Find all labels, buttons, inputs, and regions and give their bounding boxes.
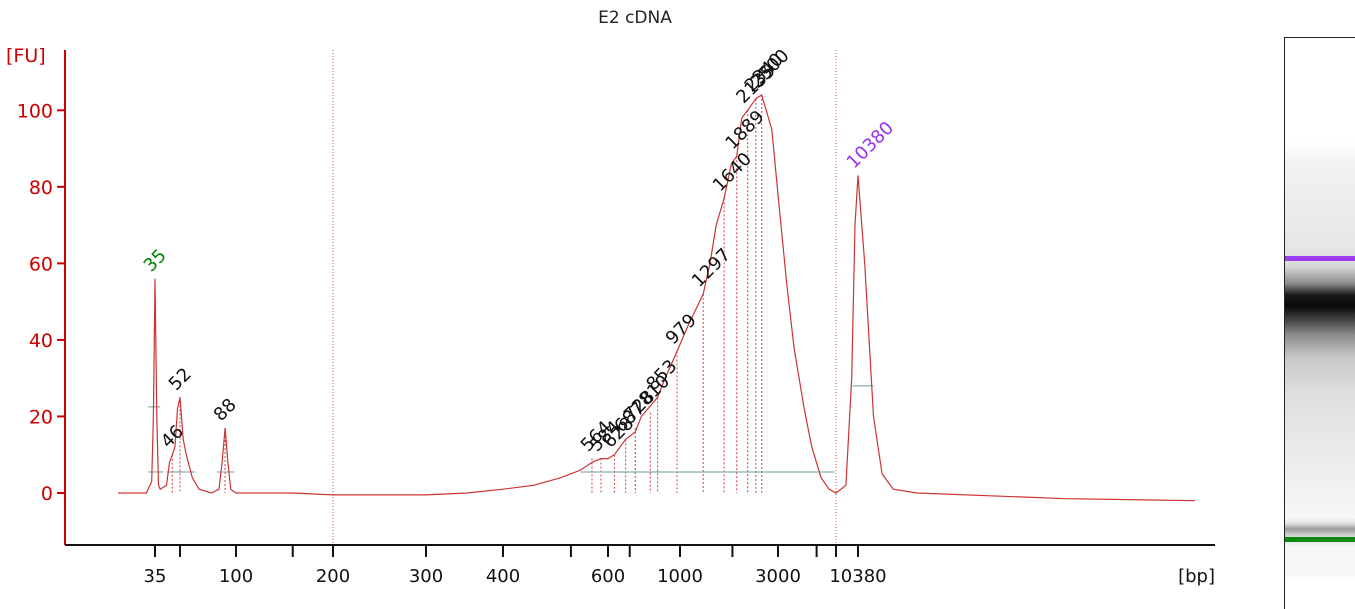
gel-upper-marker-band <box>1285 256 1355 261</box>
x-tick-label: 35 <box>144 566 167 587</box>
peak-label: 1640 <box>709 149 756 196</box>
x-tick-label: 3000 <box>755 566 801 587</box>
gel-lane <box>1284 37 1355 609</box>
y-tick-label: 80 <box>29 177 53 199</box>
x-tick-label: 400 <box>486 566 520 587</box>
y-tick-label: 0 <box>41 483 53 505</box>
gel-smear <box>1285 38 1355 609</box>
marker-label-lower: 35 <box>140 245 171 276</box>
x-tick-label: 1000 <box>657 566 703 587</box>
peak-label: 979 <box>662 310 701 349</box>
x-tick-label: 10380 <box>829 566 886 587</box>
peak-label: 46 <box>157 421 188 452</box>
y-tick-label: 60 <box>29 253 53 275</box>
y-axis-label: [FU] <box>6 45 46 67</box>
x-tick-label: 600 <box>591 566 625 587</box>
peak-label: 88 <box>210 394 241 425</box>
x-tick-label: 200 <box>316 566 350 587</box>
electropherogram-chart: [FU] 0 20 40 60 80 100 35 100 200 300 400 600 1000 300… <box>6 45 1215 587</box>
x-tick-label: 300 <box>409 566 443 587</box>
y-tick-label: 20 <box>29 406 53 428</box>
x-axis-label: [bp] <box>1178 566 1215 587</box>
fluorescence-trace <box>118 94 1196 502</box>
gel-lower-marker-band <box>1285 537 1355 542</box>
marker-label-upper: 10380 <box>843 118 898 173</box>
peak-label: 52 <box>165 364 196 395</box>
y-tick-label: 40 <box>29 330 53 352</box>
chart-title: E2 cDNA <box>598 8 672 28</box>
y-tick-label: 100 <box>17 100 53 122</box>
x-tick-label: 100 <box>219 566 253 587</box>
